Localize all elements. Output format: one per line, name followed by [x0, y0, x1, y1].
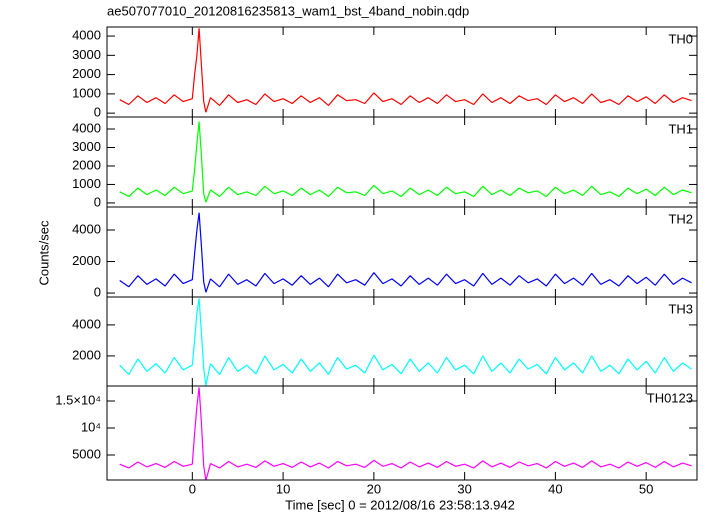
y-tick-label: 3000 — [72, 47, 101, 62]
chart-title: ae507077010_20120816235813_wam1_bst_4ban… — [107, 3, 469, 18]
y-tick-label: 1000 — [72, 176, 101, 191]
panel-label: TH0 — [668, 31, 693, 46]
y-tick-label: 4000 — [72, 120, 101, 135]
x-tick-label: 40 — [548, 481, 562, 496]
series-line — [119, 28, 692, 113]
series-line — [119, 387, 692, 481]
y-tick-label: 4000 — [72, 221, 101, 236]
panel-label: TH1 — [668, 121, 693, 136]
panel-label: TH3 — [668, 301, 693, 316]
panel-label: TH2 — [668, 211, 693, 226]
y-tick-label: 2000 — [72, 347, 101, 362]
y-tick-label: 2000 — [72, 66, 101, 81]
y-tick-label: 0 — [94, 194, 101, 209]
x-tick-label: 30 — [457, 481, 471, 496]
y-tick-label: 2000 — [72, 157, 101, 172]
y-tick-label: 1.5×10⁴ — [55, 392, 101, 407]
y-axis-label: Counts/sec — [36, 220, 51, 286]
panel-frame — [106, 206, 698, 298]
y-tick-label: 0 — [94, 105, 101, 120]
y-tick-label: 5000 — [72, 446, 101, 461]
series-line — [119, 298, 692, 386]
x-axis-label: Time [sec] 0 = 2012/08/16 23:58:13.942 — [285, 497, 515, 512]
x-tick-label: 10 — [276, 481, 290, 496]
y-tick-label: 0 — [94, 284, 101, 299]
series-line — [119, 212, 692, 293]
x-tick-label: 0 — [189, 481, 196, 496]
y-tick-label: 1000 — [72, 85, 101, 100]
panel-label: TH0123 — [647, 390, 693, 405]
y-tick-label: 10⁴ — [81, 419, 101, 434]
series-line — [119, 121, 692, 203]
x-tick-label: 50 — [639, 481, 653, 496]
x-tick-label: 20 — [367, 481, 381, 496]
y-tick-label: 3000 — [72, 139, 101, 154]
y-tick-label: 4000 — [72, 27, 101, 42]
y-tick-label: 2000 — [72, 253, 101, 268]
panel-frame — [106, 385, 698, 481]
y-tick-label: 4000 — [72, 316, 101, 331]
